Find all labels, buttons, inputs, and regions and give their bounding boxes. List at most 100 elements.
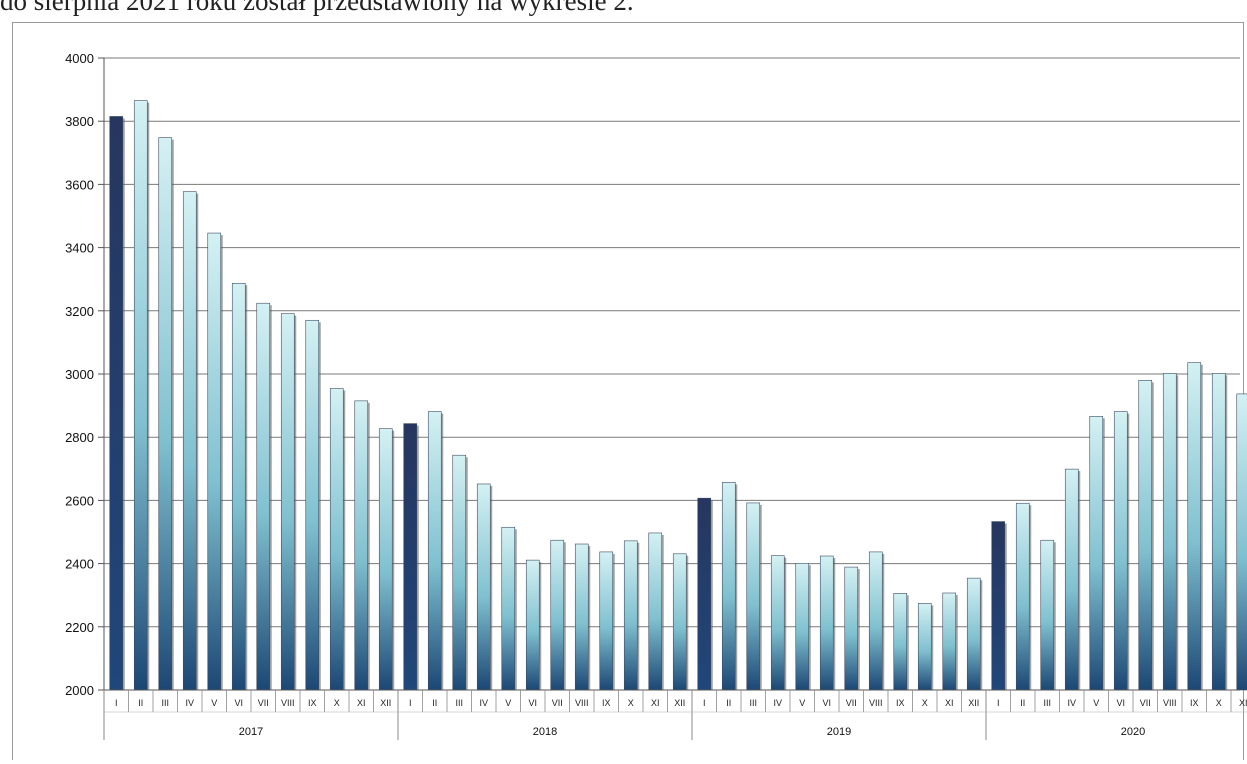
month-label: II xyxy=(726,698,731,708)
bar-2020-VIII xyxy=(1162,373,1177,691)
month-label: V xyxy=(799,698,805,708)
bar-2018-IX xyxy=(599,551,614,691)
month-label: VI xyxy=(528,698,537,708)
year-label: 2018 xyxy=(533,726,557,738)
month-label: XI xyxy=(357,698,366,708)
bar-2017-I xyxy=(109,116,124,691)
month-label: IV xyxy=(185,698,194,708)
bar-2019-I xyxy=(697,497,712,691)
month-label: X xyxy=(334,698,340,708)
bar-2018-I xyxy=(403,423,418,691)
month-label: VI xyxy=(822,698,831,708)
month-label: XI xyxy=(651,698,660,708)
bar-2019-III xyxy=(746,502,761,691)
month-label: X xyxy=(628,698,634,708)
y-tick-label: 3400 xyxy=(65,241,94,256)
month-label: IV xyxy=(773,698,782,708)
month-label: I xyxy=(997,698,1000,708)
month-label: II xyxy=(1020,698,1025,708)
bars xyxy=(109,100,1247,691)
month-label: II xyxy=(138,698,143,708)
y-tick-label: 2800 xyxy=(65,430,94,445)
month-label: III xyxy=(749,698,757,708)
month-label: IV xyxy=(1067,698,1076,708)
bar-2018-IV xyxy=(476,483,491,691)
bar-2019-IV xyxy=(770,555,785,691)
y-axis-ticks: 2000 2200 2400 2600 2800 3000 3200 3400 3600 3800… xyxy=(65,51,105,698)
bar-2019-XII xyxy=(966,577,981,691)
month-label: IX xyxy=(896,698,905,708)
month-label: V xyxy=(1093,698,1099,708)
bar-2017-V xyxy=(207,232,222,691)
chart-frame xyxy=(12,22,1244,760)
y-tick-label: 2200 xyxy=(65,620,94,635)
month-label: III xyxy=(161,698,169,708)
bar-2019-X xyxy=(917,603,932,691)
bar-2020-IX xyxy=(1187,362,1202,691)
year-label: 2017 xyxy=(239,726,263,738)
y-tick-label: 3000 xyxy=(65,367,94,382)
month-label: III xyxy=(1043,698,1051,708)
month-label: I xyxy=(703,698,706,708)
bar-2017-XI xyxy=(354,400,369,691)
bar-2017-VI xyxy=(231,283,246,691)
bar-2018-XII xyxy=(672,553,687,691)
month-label: III xyxy=(455,698,463,708)
bar-2017-X xyxy=(329,388,344,691)
month-label: VII xyxy=(846,698,857,708)
bar-2018-XI xyxy=(648,532,663,691)
bar-2019-V xyxy=(795,562,810,691)
bar-2018-VII xyxy=(550,539,565,691)
month-label: XII xyxy=(674,698,685,708)
y-tick-label: 2400 xyxy=(65,557,94,572)
bar-2020-III xyxy=(1040,539,1055,691)
bar-2018-VIII xyxy=(574,543,589,691)
caption-text: do sierpnia 2021 roku został przedstawio… xyxy=(0,0,634,16)
y-tick-label: 2000 xyxy=(65,683,94,698)
bar-2020-IV xyxy=(1064,468,1079,691)
bar-2018-V xyxy=(501,526,516,691)
month-label: X xyxy=(1216,698,1222,708)
year-label: 2020 xyxy=(1121,726,1145,738)
bar-2018-II xyxy=(427,411,442,691)
bar-2020-VI xyxy=(1113,411,1128,691)
month-label: X xyxy=(922,698,928,708)
y-tick-label: 4000 xyxy=(65,51,94,66)
bar-2019-VIII xyxy=(868,551,883,691)
month-label: IX xyxy=(308,698,317,708)
bar-2019-IX xyxy=(893,593,908,691)
month-label: I xyxy=(409,698,412,708)
bar-2019-XI xyxy=(942,592,957,691)
bar-2017-II xyxy=(133,100,148,691)
month-label: VII xyxy=(1140,698,1151,708)
month-label: IX xyxy=(602,698,611,708)
y-tick-label: 3600 xyxy=(65,177,94,192)
bar-2020-V xyxy=(1089,416,1104,691)
month-label: XII xyxy=(968,698,979,708)
month-label: VI xyxy=(234,698,243,708)
bar-2019-II xyxy=(721,482,736,691)
bar-2020-X xyxy=(1211,373,1226,691)
y-tick-label: 3800 xyxy=(65,114,94,129)
bar-2017-IX xyxy=(305,319,320,691)
bar-2017-IV xyxy=(182,191,197,691)
y-tick-label: 2600 xyxy=(65,493,94,508)
bar-2017-XII xyxy=(378,428,393,691)
bar-2020-XI xyxy=(1236,393,1247,691)
bar-2017-VII xyxy=(256,302,271,691)
month-label: VI xyxy=(1116,698,1125,708)
bar-2017-VIII xyxy=(280,313,295,691)
bar-2017-III xyxy=(158,137,173,691)
bar-2018-VI xyxy=(525,559,540,691)
bar-2020-II xyxy=(1015,502,1030,691)
month-label: VII xyxy=(552,698,563,708)
month-label: VIII xyxy=(1163,698,1177,708)
month-label: II xyxy=(432,698,437,708)
month-label: V xyxy=(211,698,217,708)
year-label: 2019 xyxy=(827,726,851,738)
bar-2018-X xyxy=(623,540,638,691)
bar-2020-I xyxy=(991,521,1006,691)
y-tick-label: 3200 xyxy=(65,304,94,319)
